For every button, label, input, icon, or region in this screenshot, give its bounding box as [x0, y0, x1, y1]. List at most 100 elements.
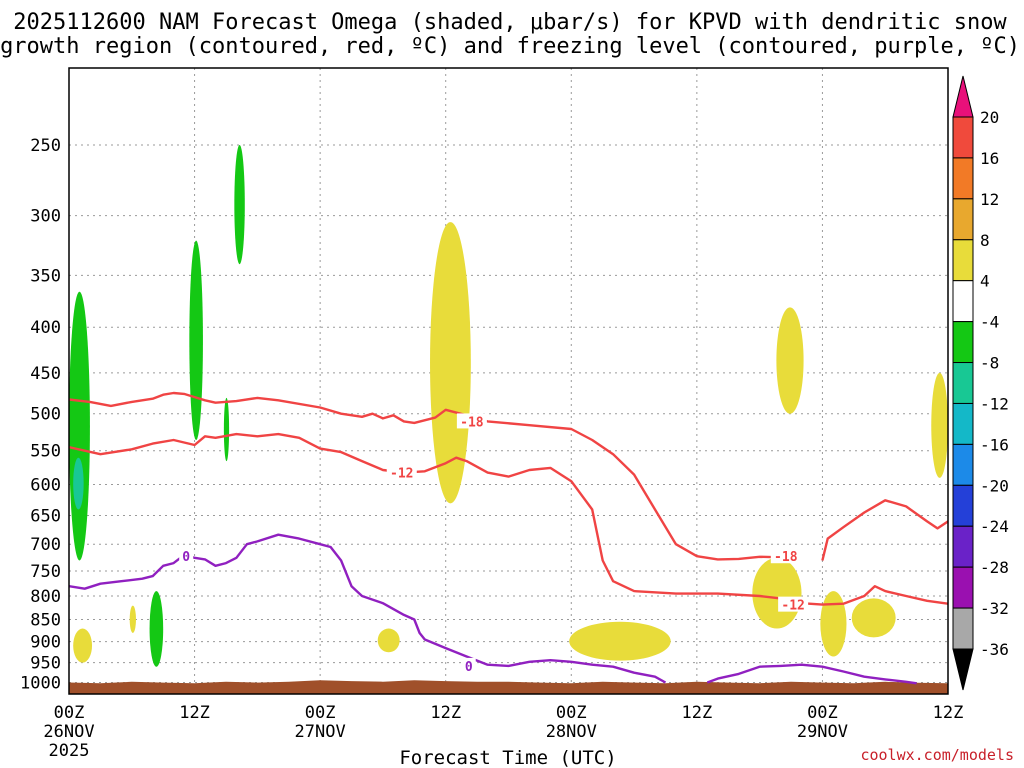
omega-region	[776, 307, 804, 414]
colorbar-tick-label: -4	[980, 313, 999, 332]
y-tick-label: 500	[30, 405, 61, 425]
contour-line	[69, 391, 781, 561]
x-tick-label: 2025	[49, 741, 90, 761]
omega-region	[189, 240, 203, 440]
omega-region	[223, 397, 230, 462]
chart-title-line1: 2025112600 NAM Forecast Omega (shaded, μ…	[13, 10, 1007, 35]
contour-label: 0	[465, 660, 473, 675]
x-tick-label: 12Z	[681, 703, 712, 723]
y-tick-label: 850	[30, 611, 61, 631]
x-tick-label: 27NOV	[295, 722, 346, 742]
omega-region	[73, 628, 93, 663]
colorbar-tick-label: -20	[980, 476, 1009, 495]
colorbar-tick-label: -36	[980, 640, 1009, 659]
x-tick-label: 29NOV	[797, 722, 848, 742]
omega-region	[73, 457, 84, 510]
colorbar-bottom-triangle	[952, 648, 974, 691]
contour-label: -18	[460, 415, 484, 430]
y-tick-label: 400	[30, 318, 61, 338]
x-tick-label: 12Z	[179, 703, 210, 723]
contour-label: -18	[774, 550, 798, 565]
colorbar-segment	[952, 525, 974, 568]
omega-region	[234, 144, 245, 265]
contour-line	[69, 533, 667, 684]
x-tick-label: 00Z	[305, 703, 336, 723]
colorbar-tick-label: -24	[980, 517, 1009, 536]
y-tick-label: 800	[30, 587, 61, 607]
omega-region	[820, 591, 847, 657]
y-tick-label: 900	[30, 633, 61, 653]
contour-label-bg	[179, 548, 194, 564]
contour-label: -12	[781, 599, 804, 614]
y-tick-label: 950	[30, 654, 61, 674]
y-tick-label: 650	[30, 506, 61, 526]
contour-line	[706, 663, 917, 685]
y-tick-label: 450	[30, 364, 61, 384]
omega-shading	[69, 144, 948, 667]
credit-link[interactable]: coolwx.com/models	[860, 746, 1014, 764]
colorbar-tick-label: -16	[980, 435, 1009, 454]
y-tick-label: 550	[30, 442, 61, 462]
contour-label-bg	[770, 548, 801, 564]
contour-label-bg	[456, 413, 487, 429]
colorbar-tick-label: -8	[980, 354, 999, 373]
colorbar-segment	[952, 607, 974, 650]
colorbar-tick-label: -12	[980, 394, 1009, 413]
y-tick-label: 350	[30, 266, 61, 286]
y-tick-label: 700	[30, 535, 61, 555]
x-tick-label: 00Z	[807, 703, 838, 723]
colorbar-tick-label: 4	[980, 272, 990, 291]
omega-region	[851, 598, 896, 638]
contour-label: 0	[182, 550, 190, 565]
contour-label-bg	[386, 464, 417, 480]
contour-label: -12	[390, 467, 413, 482]
x-axis-label: Forecast Time (UTC)	[399, 747, 616, 768]
x-tick-label: 26NOV	[43, 722, 94, 742]
y-tick-label: 600	[30, 475, 61, 495]
y-tick-label: 250	[30, 136, 61, 156]
colorbar-segment	[952, 280, 974, 323]
omega-region	[377, 628, 400, 653]
x-tick-label: 00Z	[54, 703, 85, 723]
terrain-fill	[69, 680, 948, 694]
colorbar-tick-label: -28	[980, 558, 1009, 577]
colorbar: 20 16 12 8 4 -4 -8 -12 -16 -20 -24 -28 -32 -36	[952, 75, 1009, 691]
contour-label-bg	[461, 657, 476, 673]
omega-region	[430, 222, 471, 504]
colorbar-top-triangle	[952, 75, 974, 118]
colorbar-segment	[952, 321, 974, 364]
colorbar-segment	[952, 116, 974, 159]
colorbar-tick-label: 12	[980, 190, 999, 209]
x-tick-label: 00Z	[556, 703, 587, 723]
omega-region	[69, 291, 90, 561]
y-tick-label: 1000	[20, 674, 61, 694]
colorbar-segment	[952, 157, 974, 200]
omega-region	[752, 557, 802, 629]
colorbar-tick-label: -32	[980, 599, 1009, 618]
colorbar-segment	[952, 566, 974, 609]
chart-title-line2: growth region (contoured, red, ºC) and f…	[0, 34, 1020, 59]
temperature-contours: -18 -18 -12 -12 0 0	[69, 391, 948, 685]
omega-region	[931, 372, 948, 478]
colorbar-tick-label: 16	[980, 149, 999, 168]
colorbar-segment	[952, 198, 974, 241]
colorbar-segment	[952, 362, 974, 404]
contour-line	[821, 499, 948, 561]
terrain	[69, 680, 948, 694]
y-tick-label: 300	[30, 207, 61, 227]
colorbar-segment	[952, 402, 974, 445]
omega-region	[149, 591, 164, 667]
x-tick-label: 12Z	[430, 703, 461, 723]
plot-frame	[68, 67, 949, 695]
contour-line	[69, 432, 948, 606]
omega-region	[129, 605, 136, 633]
colorbar-tick-label: 20	[980, 108, 999, 127]
y-tick-label: 750	[30, 562, 61, 582]
x-tick-label: 28NOV	[546, 722, 597, 742]
colorbar-segment	[952, 484, 974, 527]
contour-label-bg	[778, 596, 809, 612]
x-tick-label: 12Z	[933, 703, 964, 723]
colorbar-segment	[952, 239, 974, 282]
